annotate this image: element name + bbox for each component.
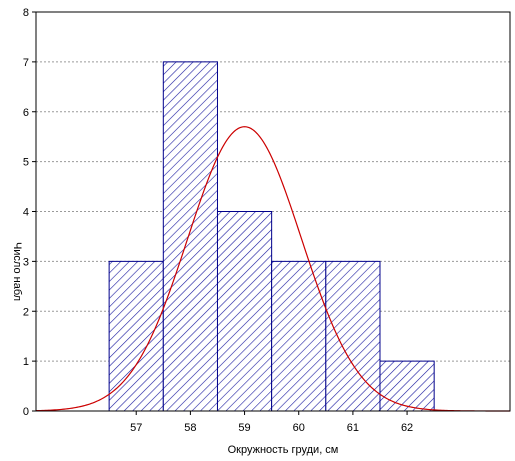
y-tick-label: 3 bbox=[23, 256, 29, 268]
y-tick-label: 1 bbox=[23, 356, 29, 368]
histogram-bar bbox=[216, 211, 273, 412]
y-tick-label: 2 bbox=[23, 306, 29, 318]
y-axis-ticks: 0 1 2 3 4 5 6 7 8 bbox=[23, 7, 36, 418]
histogram-bar bbox=[325, 260, 381, 412]
y-tick-label: 8 bbox=[23, 7, 29, 19]
histogram-bar bbox=[162, 61, 218, 412]
y-tick-label: 7 bbox=[23, 57, 29, 69]
x-tick-label: 62 bbox=[401, 422, 413, 434]
histogram-bars bbox=[108, 61, 435, 412]
y-tick-label: 5 bbox=[23, 157, 29, 169]
x-tick-label: 57 bbox=[130, 422, 142, 434]
histogram-bar bbox=[379, 360, 435, 412]
x-axis-label: Окружность груди, см bbox=[228, 444, 339, 456]
x-axis-ticks: 57 58 59 60 61 62 bbox=[130, 411, 413, 434]
y-tick-label: 6 bbox=[23, 107, 29, 119]
histogram-bar bbox=[271, 260, 327, 412]
normal-fit-curve bbox=[35, 126, 510, 412]
y-tick-label: 4 bbox=[23, 207, 29, 219]
x-tick-label: 59 bbox=[238, 422, 250, 434]
y-axis-label: Число набл bbox=[11, 242, 23, 301]
x-tick-label: 61 bbox=[347, 422, 359, 434]
x-tick-label: 58 bbox=[184, 422, 196, 434]
normal-curve bbox=[35, 126, 510, 412]
y-tick-label: 0 bbox=[23, 406, 29, 418]
histogram-bar bbox=[108, 260, 164, 412]
x-tick-label: 60 bbox=[293, 422, 305, 434]
